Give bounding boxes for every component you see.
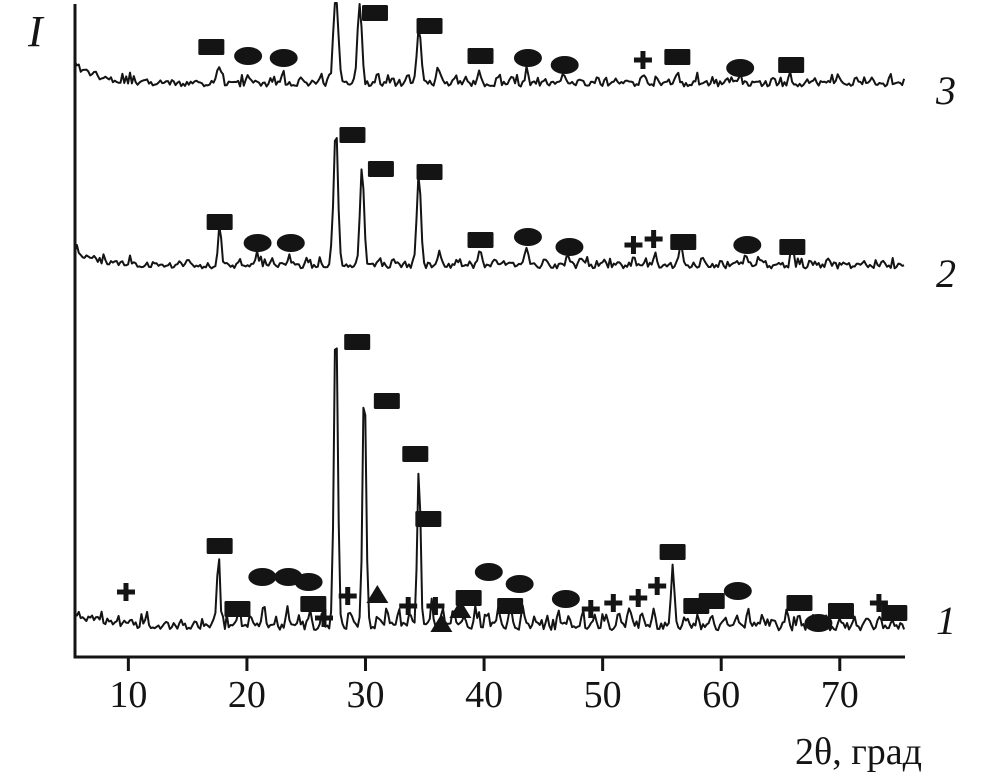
curve-label-2: 2 [936, 251, 956, 296]
plus-marker [315, 609, 333, 627]
plus-marker [633, 51, 652, 69]
ellipse-marker [269, 49, 298, 67]
triangle-marker [366, 585, 389, 603]
plus-marker [648, 577, 667, 595]
square-marker [659, 544, 686, 560]
y-axis-label: I [27, 7, 45, 56]
ellipse-marker [733, 236, 762, 254]
square-marker [300, 596, 327, 612]
plus-marker [644, 230, 663, 248]
plus-marker [869, 594, 888, 612]
ellipse-marker [234, 47, 263, 65]
plus-marker [426, 597, 445, 615]
x-tick-label: 10 [109, 674, 147, 716]
ellipse-marker [550, 56, 579, 74]
ellipse-marker [555, 238, 584, 256]
x-tick-label: 60 [702, 674, 740, 716]
square-marker [206, 214, 233, 230]
square-marker [455, 590, 482, 606]
square-marker [778, 57, 805, 73]
x-tick-label: 70 [821, 674, 859, 716]
square-marker [198, 39, 225, 55]
square-marker [402, 446, 429, 462]
square-marker [881, 605, 908, 621]
x-tick-label: 50 [584, 674, 622, 716]
x-tick-label: 40 [465, 674, 503, 716]
square-marker [361, 5, 388, 21]
square-marker [415, 511, 442, 527]
plus-marker [116, 583, 135, 601]
xrd-curve-1 [74, 347, 906, 632]
plus-marker [604, 594, 623, 612]
square-marker [827, 603, 854, 619]
square-marker [206, 538, 233, 554]
plus-marker [399, 597, 418, 615]
ellipse-marker [513, 228, 542, 246]
ellipse-marker [723, 582, 752, 600]
plus-marker [629, 589, 648, 607]
x-tick-label: 30 [347, 674, 385, 716]
square-marker [664, 49, 691, 65]
plus-marker [581, 600, 600, 618]
square-marker [373, 393, 400, 409]
axes [73, 4, 905, 659]
square-marker [497, 598, 524, 614]
square-marker [779, 239, 806, 255]
plus-marker [624, 236, 643, 254]
square-marker [670, 234, 697, 250]
ellipse-marker [505, 575, 534, 593]
curve-label-3: 3 [935, 68, 956, 113]
square-marker [339, 127, 366, 143]
triangle-marker [430, 614, 453, 632]
square-marker [416, 164, 443, 180]
square-marker [467, 232, 494, 248]
square-marker [467, 48, 494, 64]
square-marker [786, 595, 813, 611]
x-axis-label: 2θ, град [795, 731, 922, 773]
curve-label-1: 1 [936, 598, 956, 643]
square-marker [344, 334, 371, 350]
square-marker [224, 601, 251, 617]
square-marker [416, 18, 443, 34]
triangle-marker [449, 600, 472, 618]
ellipse-marker [551, 590, 580, 608]
ellipse-marker [276, 234, 305, 252]
square-marker [698, 593, 725, 609]
ellipse-marker [294, 573, 323, 591]
square-marker [367, 161, 394, 177]
ellipse-marker [513, 49, 542, 67]
ellipse-marker [474, 563, 503, 581]
xrd-curve-2 [74, 137, 905, 270]
ellipse-marker [248, 568, 277, 586]
plus-marker [338, 587, 357, 605]
xrd-curve-3 [74, 2, 906, 88]
ellipse-marker [726, 59, 755, 77]
ellipse-marker [804, 614, 833, 632]
x-tick-label: 20 [228, 674, 266, 716]
ellipse-marker [243, 234, 272, 252]
